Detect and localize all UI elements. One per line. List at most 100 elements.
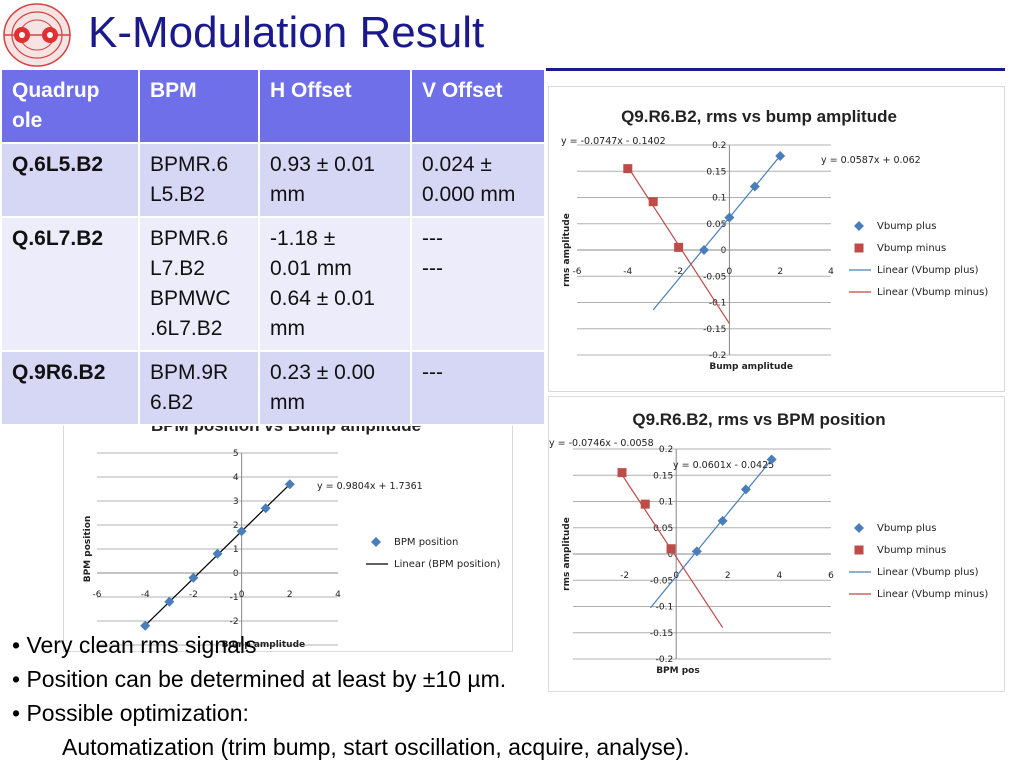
cell-v-offset: --- bbox=[410, 350, 546, 426]
legend-entry: Vbump minus bbox=[877, 243, 946, 254]
header-bpm-label: BPM bbox=[150, 79, 197, 102]
x-tick-label: 4 bbox=[335, 590, 341, 600]
data-point bbox=[699, 245, 709, 255]
y-tick-label: -2 bbox=[230, 617, 239, 627]
y-tick-label: -0.1 bbox=[709, 299, 727, 309]
legend-entry: Vbump plus bbox=[877, 523, 936, 534]
y-axis-label: rms amplitude bbox=[562, 517, 572, 591]
y-tick-label: -0.05 bbox=[650, 576, 673, 586]
bullet-item: • Possible optimization: bbox=[12, 700, 249, 726]
cell-v-offset: --- --- bbox=[410, 216, 546, 352]
trendline-equation: y = 0.0601x - 0.0425 bbox=[673, 460, 774, 471]
header-quadrupole-label: Quadrup ole bbox=[12, 79, 100, 132]
table-row: Q.6L7.B2 BPMR.6 L7.B2 BPMWC .6L7.B2 -1.18 ±0.… bbox=[0, 216, 546, 352]
data-point bbox=[775, 151, 786, 162]
header-bpm: BPM bbox=[138, 68, 260, 144]
data-point bbox=[188, 572, 199, 583]
bullet-item: • Very clean rms signals bbox=[12, 632, 257, 658]
y-tick-label: 0.15 bbox=[653, 471, 673, 481]
y-tick-label: 0 bbox=[667, 550, 673, 560]
y-tick-label: -0.2 bbox=[709, 351, 727, 361]
header-v-offset-label: V Offset bbox=[422, 79, 503, 102]
cell-bpm: BPMR.6 L5.B2 bbox=[138, 142, 260, 218]
y-tick-label: 0.2 bbox=[712, 141, 726, 151]
x-tick-label: -4 bbox=[141, 590, 150, 600]
cell-quadrupole: Q.6L5.B2 bbox=[0, 142, 140, 218]
trendline-equation: y = 0.0587x + 0.062 bbox=[821, 155, 921, 166]
y-tick-label: 0 bbox=[233, 569, 239, 579]
y-tick-label: -0.1 bbox=[656, 603, 674, 613]
sub-bullet-item: Automatization (trim bump, start oscilla… bbox=[62, 734, 690, 760]
data-point bbox=[674, 242, 684, 252]
y-tick-label: 0.05 bbox=[706, 220, 726, 230]
legend-entry: Linear (Vbump minus) bbox=[877, 287, 988, 298]
chart-rms-vs-bpm-panel: Q9.R6.B2, rms vs BPM position 0.2 0.15 0.1 0… bbox=[548, 396, 1005, 692]
cell-bpm: BPM.9R 6.B2 bbox=[138, 350, 260, 426]
header-h-offset: H Offset bbox=[258, 68, 412, 144]
slide-title: K-Modulation Result bbox=[88, 8, 485, 57]
y-tick-label: 0.2 bbox=[659, 445, 673, 455]
x-tick-label: 2 bbox=[287, 590, 293, 600]
y-tick-label: 0 bbox=[721, 246, 727, 256]
trendline-equation: y = -0.0747x - 0.1402 bbox=[561, 136, 666, 147]
chart-title: Q9.R6.B2, rms vs BPM position bbox=[632, 410, 885, 429]
cell-h-offset: 0.93 ± 0.01 mm bbox=[258, 142, 412, 218]
legend-entry: Linear (BPM position) bbox=[394, 559, 500, 570]
y-tick-label: -0.15 bbox=[703, 325, 726, 335]
y-tick-label: -1 bbox=[230, 593, 239, 603]
data-point bbox=[717, 515, 728, 526]
legend-entry: Vbump minus bbox=[877, 545, 946, 556]
x-tick-label: 4 bbox=[828, 267, 834, 277]
data-point bbox=[854, 545, 864, 555]
data-point bbox=[617, 468, 627, 478]
offset-table: Quadrup ole BPM H Offset V Offset Q.6L5.B… bbox=[0, 68, 546, 426]
x-axis-label: BPM pos bbox=[656, 666, 700, 676]
x-tick-label: -2 bbox=[620, 571, 629, 581]
x-tick-label: 6 bbox=[828, 571, 834, 581]
trendline-equation: y = 0.9804x + 1.7361 bbox=[317, 481, 423, 492]
table-header-row: Quadrup ole BPM H Offset V Offset bbox=[0, 68, 546, 144]
x-tick-label: -6 bbox=[573, 267, 582, 277]
legend-entry: Linear (Vbump plus) bbox=[877, 567, 979, 578]
header-h-offset-label: H Offset bbox=[270, 79, 352, 102]
data-point bbox=[371, 537, 381, 547]
legend-entry: Linear (Vbump minus) bbox=[877, 589, 988, 600]
x-tick-label: -2 bbox=[674, 267, 683, 277]
x-tick-label: -2 bbox=[189, 590, 198, 600]
y-axis-label: rms amplitude bbox=[562, 213, 572, 287]
y-tick-label: 3 bbox=[233, 497, 239, 507]
cell-quadrupole: Q.9R6.B2 bbox=[0, 350, 140, 426]
data-point bbox=[648, 197, 658, 207]
y-tick-label: -0.05 bbox=[703, 272, 726, 282]
cell-v-offset: 0.024 ±0.000 mm bbox=[410, 142, 546, 218]
y-tick-label: 5 bbox=[233, 449, 239, 459]
data-point bbox=[854, 523, 864, 533]
header-v-offset: V Offset bbox=[410, 68, 546, 144]
data-point bbox=[766, 454, 777, 465]
y-tick-label: 1 bbox=[233, 545, 239, 555]
x-tick-label: 4 bbox=[777, 571, 783, 581]
data-point bbox=[691, 546, 702, 557]
x-tick-label: 0 bbox=[727, 267, 733, 277]
chart-rms-vs-bump: Q9.R6.B2, rms vs bump amplitude 0.2 0.15 0.… bbox=[561, 107, 988, 372]
y-tick-label: 0.1 bbox=[659, 498, 673, 508]
data-point bbox=[623, 164, 633, 174]
title-divider bbox=[545, 68, 1005, 71]
y-tick-label: 4 bbox=[233, 473, 239, 483]
x-axis-label: Bump amplitude bbox=[222, 640, 306, 650]
x-tick-label: -6 bbox=[93, 590, 102, 600]
header-quadrupole: Quadrup ole bbox=[0, 68, 140, 144]
chart-rms-vs-bump-panel: Q9.R6.B2, rms vs bump amplitude 0.2 0.15 0.… bbox=[548, 86, 1005, 392]
y-tick-label: -0.2 bbox=[656, 655, 674, 665]
data-point bbox=[164, 596, 175, 607]
table-row: Q.9R6.B2 BPM.9R 6.B2 0.23 ± 0.00 mm --- bbox=[0, 350, 546, 426]
legend-entry: Vbump plus bbox=[877, 221, 936, 232]
x-tick-label: 2 bbox=[777, 267, 783, 277]
data-point bbox=[212, 548, 223, 559]
legend-entry: Linear (Vbump plus) bbox=[877, 265, 979, 276]
y-tick-label: 0.1 bbox=[712, 194, 726, 204]
bullet-item: • Position can be determined at least by… bbox=[12, 666, 507, 692]
data-point bbox=[854, 221, 864, 231]
chart-bpm-vs-bump: BPM position vs Bump amplitude543210-1-2… bbox=[83, 416, 500, 651]
data-point bbox=[740, 484, 751, 495]
